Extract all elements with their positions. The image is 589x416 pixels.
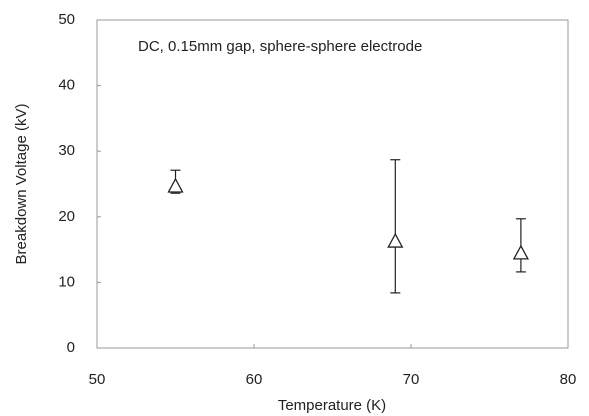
annotation: DC, 0.15mm gap, sphere-sphere electrode — [138, 38, 422, 55]
point — [387, 232, 404, 248]
y-tick-label: 30 — [58, 142, 75, 159]
y-tick-label: 50 — [58, 11, 75, 28]
point — [167, 177, 184, 193]
x-tick-label: 80 — [560, 371, 577, 388]
x-tick-label: 50 — [89, 371, 106, 388]
point — [512, 244, 529, 260]
x-tick-label: 60 — [246, 371, 263, 388]
y-tick-label: 0 — [67, 339, 75, 356]
plot-frame — [96, 19, 569, 349]
y-axis-label: Breakdown Voltage (kV) — [13, 104, 30, 265]
x-tick-label: 70 — [403, 371, 420, 388]
y-tick-label: 40 — [58, 77, 75, 94]
y-tick-label: 10 — [58, 273, 75, 290]
y-tick-label: 20 — [58, 208, 75, 225]
error-bar — [390, 159, 401, 294]
x-axis-label: Temperature (K) — [278, 397, 386, 414]
